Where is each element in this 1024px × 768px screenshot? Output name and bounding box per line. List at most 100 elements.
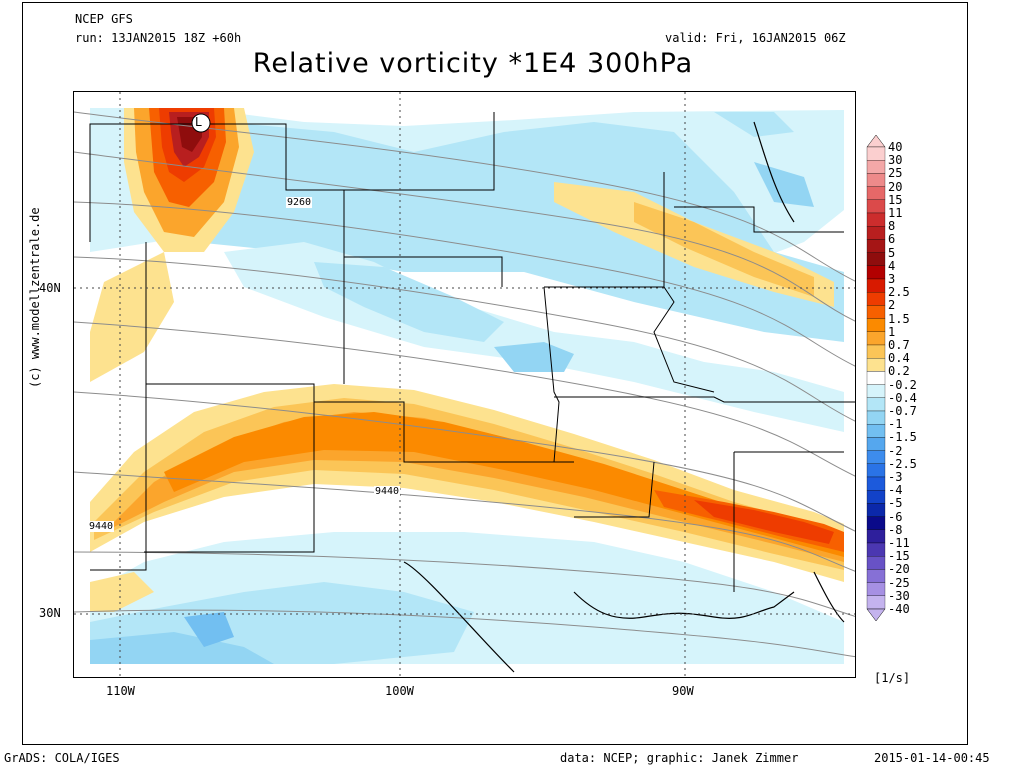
lon-label-90w: 90W [672,684,694,698]
colorbar-swatch [866,556,886,570]
graticule [74,92,855,677]
colorbar-bottom-arrow [866,608,886,622]
colorbar-tick-label: -5 [888,496,903,511]
contour-label-9260: 9260 [286,197,313,208]
colorbar-swatch [866,331,886,346]
colorbar-swatch [866,239,886,253]
contour-label-9440-west: 9440 [88,521,115,532]
credit-text: (c) www.modellzentrale.de [28,207,42,388]
colorbar-tick-label: -0.4 [888,390,917,405]
colorbar-tick-label: -15 [888,549,910,564]
colorbar-tick-label: 0.7 [888,338,910,352]
colorbar-swatch [866,503,886,517]
colorbar-top-arrow [866,134,886,148]
colorbar-swatch [866,173,886,187]
colorbar-tick-label: 3 [888,272,896,286]
colorbar-swatch [866,358,886,372]
colorbar-tick-label: 2 [888,298,896,313]
colorbar-tick-label: 2.5 [888,285,910,300]
colorbar-tick-label: -11 [888,536,910,550]
colorbar-swatch [866,450,886,464]
colorbar-tick-label: 40 [888,140,903,154]
chart-title: Relative vorticity *1E4 300hPa [252,48,694,79]
positive-vorticity-fill [90,182,844,612]
contour-label-9440: 9440 [374,486,401,497]
colorbar-swatch [866,476,886,491]
negative-vorticity-fill [90,108,844,664]
colorbar-tick-label: 6 [888,232,896,247]
colorbar-swatch [866,424,886,438]
colorbar-tick-label: -2 [888,443,903,458]
vorticity-map: L 9260 9440 9440 [73,91,856,678]
colorbar-tick-label: -30 [888,588,910,603]
colorbar-tick-label: -2.5 [888,456,917,471]
colorbar-swatch [866,252,886,266]
colorbar-tick-label: -0.7 [888,404,917,418]
colorbar-swatch [866,516,886,530]
lon-label-110w: 110W [106,684,135,698]
colorbar-swatch [866,437,886,451]
colorbar-tick-label: -3 [888,470,903,484]
colorbar-swatch [866,397,886,412]
colorbar-tick-label: -40 [888,602,910,616]
colorbar-swatch [866,542,886,557]
colorbar-tick-label: -6 [888,509,903,524]
colorbar-swatch [866,344,886,359]
colorbar-swatch [866,146,886,161]
colorbar-swatch [866,410,886,425]
colorbar-tick-label: -20 [888,562,910,577]
colorbar-swatch [866,318,886,332]
plot-frame [22,2,968,745]
colorbar-swatch [866,186,886,200]
colorbar-swatches [866,134,886,622]
state-borders [89,112,855,592]
colorbar-tick-label: 30 [888,153,903,168]
colorbar-swatch [866,490,886,504]
colorbar-tick-label: -0.2 [888,377,917,392]
colorbar-tick-label: 15 [888,192,903,207]
colorbar-tick-label: -4 [888,483,903,498]
low-pressure-marker [191,113,211,133]
colorbar-tick-label: -25 [888,575,910,590]
colorbar-tick-label: 1 [888,324,896,339]
coastlines [403,121,845,673]
colorbar-swatch [866,463,886,478]
colorbar-tick-label: 11 [888,206,903,220]
colorbar-swatch [866,199,886,214]
run-info: run: 13JAN2015 18Z +60h [75,31,242,45]
colorbar-tick-label: 25 [888,166,903,181]
colorbar-swatch [866,569,886,583]
lat-label-30n: 30N [39,606,61,620]
colorbar-tick-label: -8 [888,522,903,537]
colorbar-tick-label: -1.5 [888,430,917,445]
colorbar-swatch [866,160,886,174]
map-canvas [74,92,855,677]
lon-label-100w: 100W [385,684,414,698]
colorbar-swatch [866,595,886,610]
colorbar-swatch [866,265,886,280]
colorbar-tick-label: 4 [888,258,896,273]
colorbar-swatch [866,212,886,227]
colorbar-tick-label: 0.2 [888,364,910,379]
colorbar-swatch [866,529,886,544]
model-name: NCEP GFS [75,12,133,26]
colorbar-swatch [866,278,886,293]
colorbar-swatch [866,384,886,398]
colorbar: 40 30 25 20 15 11 8 6 5 4 3 2.5 2 1.5 1 0.7 0.4 0.2 -0.2 -0… [866,134,917,631]
colorbar-swatch [866,292,886,306]
valid-time: valid: Fri, 16JAN2015 06Z [665,31,846,45]
footer-right: 2015-01-14-00:45 [874,751,990,765]
colorbar-tick-label: 20 [888,179,903,194]
colorbar-tick-label: 0.4 [888,351,910,366]
colorbar-tick-label: -1 [888,417,903,432]
footer-middle: data: NCEP; graphic: Janek Zimmer [560,751,799,765]
footer-left: GrADS: COLA/IGES [4,751,120,765]
unit-label: [1/s] [874,671,911,685]
colorbar-swatch [866,305,886,319]
low-marker-label: L [195,115,202,129]
colorbar-tick-label: 1.5 [888,311,910,326]
colorbar-tick-label: 5 [888,245,896,260]
colorbar-swatch [866,226,886,240]
colorbar-tick-label: 8 [888,219,896,234]
colorbar-swatch [866,582,886,596]
